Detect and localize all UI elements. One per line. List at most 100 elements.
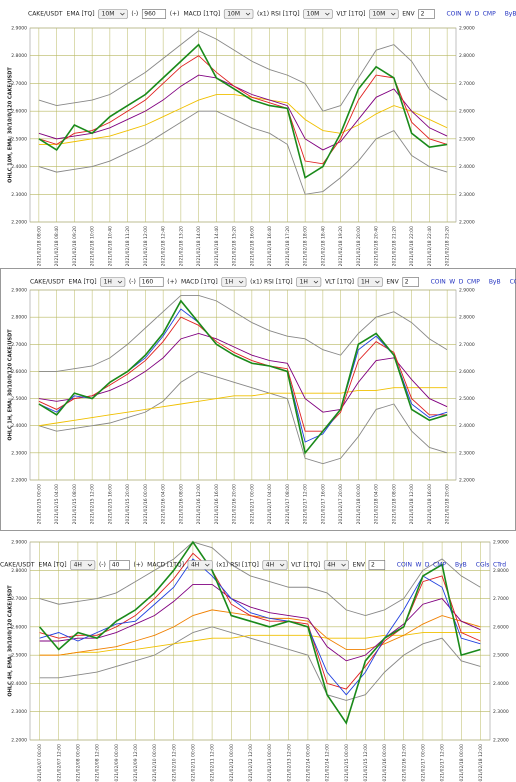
x-tick-label: 2021/02/18 16:00 — [427, 484, 433, 524]
series-line — [38, 316, 448, 432]
dropdown-value[interactable]: 4H — [191, 562, 199, 569]
dropdown[interactable] — [262, 560, 288, 570]
plus[interactable]: (+) — [133, 562, 143, 569]
x-tick-label: 2021/02/17 00:00 — [249, 484, 255, 524]
toolbar-link[interactable]: CGls — [476, 562, 490, 569]
toolbar-link[interactable]: ByB — [505, 11, 516, 18]
dropdown-value[interactable]: 4H — [74, 562, 82, 569]
x-tick-label: 2021/02/15 20:00 — [125, 484, 131, 524]
y-tick-label-right: 2.6000 — [493, 624, 509, 630]
dropdown-value[interactable]: 10M — [372, 11, 385, 18]
dropdown[interactable] — [70, 560, 96, 570]
x-tick-label: 2021/02/18 10:40 — [107, 226, 113, 266]
text-input[interactable] — [109, 560, 130, 570]
x-tick-label: 2021/02/10 00:00 — [152, 744, 158, 782]
dropdown-value[interactable]: 10M — [307, 11, 320, 18]
dropdown[interactable] — [357, 277, 383, 287]
y-tick-label-right: 2.8000 — [493, 568, 509, 574]
x-tick-label: 2021/02/17 04:00 — [267, 484, 273, 524]
dropdown-value[interactable]: 4H — [327, 562, 335, 569]
text-input[interactable] — [418, 9, 435, 19]
dropdown[interactable] — [369, 9, 399, 19]
toolbar-link[interactable]: D — [425, 562, 430, 569]
x-tick-label: 2021/02/09 00:00 — [114, 744, 120, 782]
plot-area — [29, 27, 457, 223]
y-tick-label-right: 2.5000 — [459, 136, 475, 142]
minus[interactable]: (-) — [99, 562, 106, 569]
input-value[interactable]: 160 — [142, 279, 154, 286]
series-line — [38, 387, 448, 427]
input-value[interactable]: 2 — [371, 562, 375, 569]
y-tick-label-right: 2.3000 — [459, 192, 475, 198]
text-input[interactable] — [139, 277, 164, 287]
x-tick-label: 2021/02/18 22:40 — [427, 226, 433, 266]
input-value[interactable]: 2 — [421, 11, 425, 18]
dropdown-arrow — [279, 563, 285, 567]
vlt-label: VLT [1TQ] — [325, 279, 354, 286]
x-tick-label: 2021/02/17 12:00 — [303, 484, 309, 524]
toolbar-link[interactable]: CMP — [433, 562, 446, 569]
x-tick-label: 2021/02/11 12:00 — [210, 744, 216, 782]
input-value[interactable]: 2 — [405, 279, 409, 286]
toolbar-link[interactable]: W — [415, 562, 421, 569]
text-input[interactable] — [368, 560, 386, 570]
toolbar-link[interactable]: CGls — [510, 279, 516, 286]
y-tick-label-right: 2.3000 — [459, 450, 475, 456]
toolbar-link[interactable]: W — [465, 11, 471, 18]
x-tick-label: 2021/02/16 04:00 — [161, 484, 167, 524]
toolbar-link[interactable]: COIN — [397, 562, 412, 569]
plus[interactable]: (+) — [167, 279, 177, 286]
dropdown[interactable] — [98, 9, 128, 19]
dropdown[interactable] — [100, 277, 126, 287]
dropdown[interactable] — [187, 560, 213, 570]
x-tick-label: 2021/02/18 08:00 — [391, 484, 397, 524]
x-tick-label: 2021/02/18 13:20 — [178, 226, 184, 266]
toolbar-link[interactable]: CMP — [467, 279, 480, 286]
minus[interactable]: (-) — [131, 11, 138, 18]
dropdown-value[interactable]: 1H — [361, 279, 369, 286]
rsi-label: (x1) RSI [1TQ] — [250, 279, 293, 286]
toolbar-link[interactable]: W — [449, 279, 455, 286]
x-tick-label: 2021/02/18 23:20 — [445, 226, 451, 266]
symbol: CAKE/USDT — [28, 11, 63, 18]
y-tick-label: 2.7000 — [11, 81, 27, 87]
toolbar-link[interactable]: COIN — [431, 279, 446, 286]
toolbar-link[interactable]: D — [475, 11, 480, 18]
dropdown-value[interactable]: 1H — [300, 279, 308, 286]
x-tick-label: 2021/02/16 00:00 — [143, 484, 149, 524]
dropdown-value[interactable]: 1H — [104, 279, 112, 286]
dropdown-arrow — [87, 563, 93, 567]
dropdown[interactable] — [323, 560, 349, 570]
text-input[interactable] — [402, 277, 419, 287]
y-tick-label: 2.2000 — [11, 478, 27, 484]
y-tick-label-right: 2.9000 — [459, 26, 475, 32]
dropdown-value[interactable]: 10M — [102, 11, 115, 18]
y-axis-label: OHLC 4H, EMA: 30/10/0/120 CAKE/USDT — [8, 585, 14, 697]
series-line — [38, 540, 481, 725]
x-tick-label: 2021/02/15 12:00 — [363, 744, 369, 782]
dropdown[interactable] — [223, 9, 254, 19]
text-input[interactable] — [141, 9, 167, 19]
toolbar-link[interactable]: CTrd — [493, 562, 506, 569]
dropdown-value[interactable]: 4H — [266, 562, 274, 569]
dropdown[interactable] — [303, 9, 333, 19]
x-tick-label: 2021/02/16 12:00 — [401, 744, 407, 782]
dropdown[interactable] — [221, 277, 247, 287]
x-tick-label: 2021/02/12 12:00 — [248, 744, 254, 782]
y-tick-label: 2.9000 — [11, 288, 27, 294]
minus[interactable]: (-) — [129, 279, 136, 286]
toolbar-link[interactable]: D — [459, 279, 464, 286]
dropdown-value[interactable]: 10M — [227, 11, 240, 18]
toolbar-link[interactable]: ByB — [455, 562, 467, 569]
toolbar-link[interactable]: ByB — [489, 279, 501, 286]
toolbar-link[interactable]: COIN — [446, 11, 461, 18]
input-value[interactable]: 40 — [112, 562, 120, 569]
symbol: CAKE/USDT — [0, 562, 35, 569]
dropdown[interactable] — [296, 277, 322, 287]
plus[interactable]: (+) — [170, 11, 180, 18]
input-value[interactable]: 960 — [144, 11, 156, 18]
dropdown-value[interactable]: 1H — [225, 279, 233, 286]
y-tick-label-right: 2.7000 — [459, 342, 475, 348]
x-tick-label: 2021/02/16 00:00 — [382, 744, 388, 782]
toolbar-link[interactable]: CMP — [483, 11, 496, 18]
